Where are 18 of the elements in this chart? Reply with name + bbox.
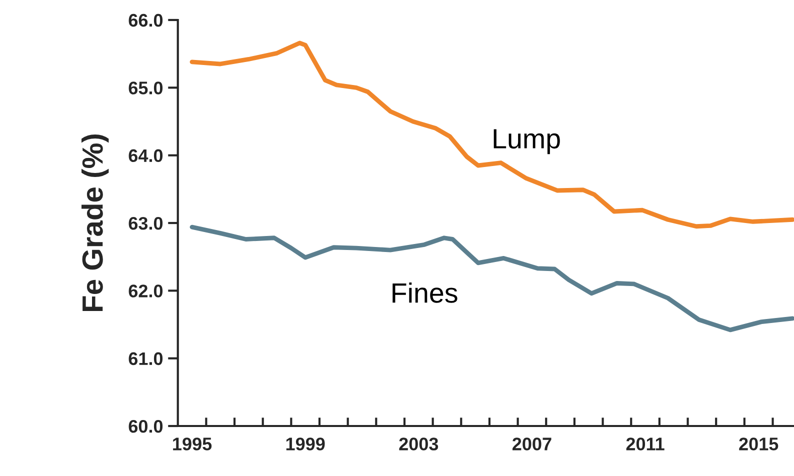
x-tick-label: 2015 [739,438,778,450]
x-tick-label: 1995 [173,438,212,450]
x-tick-label: 2011 [626,438,664,450]
y-tick-label: 66.0 [128,14,163,27]
x-tick-label: 2007 [512,438,552,450]
y-tick-label: 65.0 [128,82,163,94]
series-label: Lump [494,129,560,154]
series-label: Fines [392,282,458,303]
y-axis-title: Fe Grade (%) [82,134,109,311]
y-tick-label: 64.0 [128,149,163,162]
line-series [190,224,794,332]
y-tick-label: 62.0 [128,284,163,298]
y-tick-label: 61.0 [128,352,163,366]
x-tick-label: 2003 [399,438,438,450]
y-tick-label: 60.0 [128,420,163,433]
line-series [190,40,794,229]
y-tick-label: 63.0 [128,216,163,230]
x-tick-label: 1999 [286,438,325,450]
